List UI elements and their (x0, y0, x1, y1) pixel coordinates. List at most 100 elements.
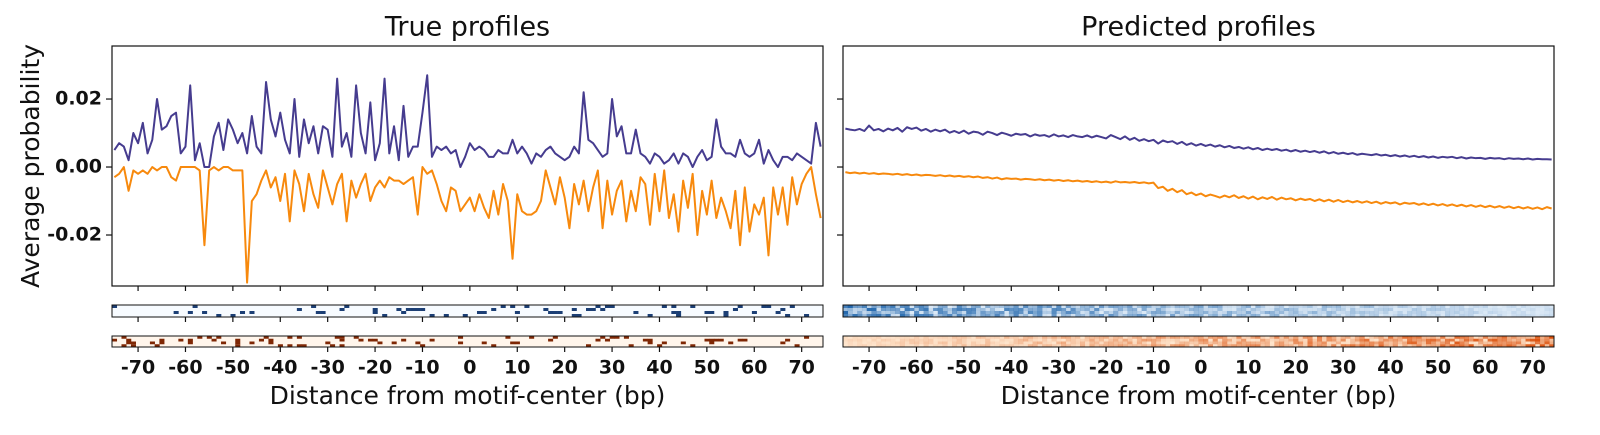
heatmap-cell (1411, 338, 1417, 342)
x-tick-label: 40 (1377, 357, 1403, 379)
heatmap-cell (1032, 338, 1038, 342)
heatmap-cell (847, 314, 853, 317)
heatmap-cell (1155, 338, 1161, 342)
heatmap-cell (1459, 341, 1465, 345)
heatmap-cell (1264, 341, 1270, 345)
heatmap-cell (1411, 308, 1417, 311)
heatmap-cell (1326, 341, 1332, 345)
heatmap-cell (1317, 308, 1323, 311)
heatmap-cell (1141, 344, 1147, 347)
heatmap-cell (277, 344, 283, 347)
heatmap-cell (890, 314, 896, 317)
heatmap-cell (1065, 314, 1071, 317)
heatmap-cell (1217, 305, 1223, 308)
heatmap-cell (1241, 308, 1247, 311)
heatmap-cell (1402, 341, 1408, 345)
heatmap-cell (928, 314, 934, 317)
heatmap-cell (1127, 314, 1133, 317)
heatmap-cell (952, 305, 958, 308)
heatmap-cell (1383, 338, 1389, 342)
heatmap-cell (1013, 311, 1019, 314)
heatmap-cell (876, 344, 882, 347)
heatmap-cell (1080, 311, 1086, 314)
heatmap-cell (1392, 344, 1398, 347)
heatmap-cell (1331, 314, 1337, 317)
heatmap-cell (1454, 311, 1460, 314)
heatmap-cell (1507, 311, 1512, 314)
heatmap-cell (1335, 308, 1341, 311)
heatmap-cell (1274, 338, 1280, 342)
heatmap-frame (842, 335, 1555, 348)
heatmap-cell (871, 314, 877, 317)
heatmap-cell (1321, 336, 1327, 339)
heatmap-cell (966, 308, 972, 311)
heatmap-cell (1440, 308, 1446, 311)
heatmap-cell (1378, 341, 1384, 345)
heatmap-cell (1321, 338, 1327, 342)
heatmap-cell (1198, 344, 1204, 347)
heatmap-cell (990, 339, 995, 342)
heatmap-cell (847, 344, 853, 347)
heatmap-cell (857, 311, 863, 314)
heatmap-cell (847, 311, 853, 314)
heatmap-cell (914, 314, 920, 317)
heatmap-cell (1122, 341, 1128, 345)
heatmap-cell (871, 305, 877, 308)
heatmap-cell (505, 336, 511, 339)
heatmap-cell (1298, 314, 1304, 317)
heatmap-cell (728, 341, 734, 345)
heatmap-cell (1307, 344, 1313, 347)
heatmap-cell (1146, 344, 1152, 347)
heatmap-cell (904, 314, 910, 317)
heatmap-cell (1478, 336, 1484, 339)
heatmap-cell (1046, 341, 1052, 345)
heatmap-cell (1136, 305, 1142, 308)
heatmap-cell (904, 344, 910, 347)
heatmap-cell (999, 336, 1005, 339)
heatmap-cell (1037, 308, 1043, 311)
heatmap-cell (1482, 314, 1488, 317)
heatmap-cell (1207, 336, 1214, 339)
heatmap-cell (1052, 342, 1057, 345)
heatmap-cell (325, 341, 331, 345)
heatmap-cell (956, 314, 962, 317)
heatmap-cell (1317, 311, 1323, 314)
heatmap-cell (1098, 344, 1104, 347)
heatmap-cell (149, 341, 155, 345)
heatmap-frame (111, 335, 824, 348)
heatmap-cell (928, 311, 934, 314)
heatmap-cell (899, 308, 905, 311)
heatmap-cell (1245, 338, 1251, 342)
heatmap-cell (861, 314, 867, 317)
heatmap-cell (1184, 341, 1190, 345)
heatmap-cell (914, 338, 920, 342)
heatmap-cell (1122, 344, 1128, 347)
heatmap-cell (1226, 344, 1232, 347)
heatmap-cell (1132, 338, 1138, 342)
heatmap-cell (647, 338, 653, 342)
x-tick-label: -60 (899, 357, 933, 379)
heatmap-cell (1440, 305, 1446, 308)
heatmap-cell (1236, 341, 1242, 345)
heatmap-cell (999, 305, 1005, 308)
heatmap-cell (914, 336, 920, 339)
heatmap-cell (1473, 311, 1479, 314)
heatmap-cell (1298, 336, 1304, 339)
heatmap-cell (1269, 336, 1275, 339)
heatmap-cell (1549, 341, 1555, 345)
heatmap-cell (1397, 305, 1403, 308)
heatmap-cell (1255, 336, 1261, 339)
heatmap-cell (1463, 336, 1469, 339)
heatmap-cell (923, 338, 929, 342)
heatmap-cell (989, 308, 995, 311)
heatmap-cell (1454, 338, 1460, 342)
heatmap-cell (410, 308, 416, 311)
heatmap-cell (794, 344, 800, 347)
heatmap-cell (980, 311, 986, 314)
heatmap-cell (1075, 336, 1081, 339)
heatmap-cell (1004, 305, 1010, 308)
heatmap-cell (1293, 314, 1299, 317)
heatmap-cell (1189, 305, 1195, 308)
heatmap-cell (1411, 344, 1417, 347)
x-tick-label: 40 (646, 357, 672, 379)
